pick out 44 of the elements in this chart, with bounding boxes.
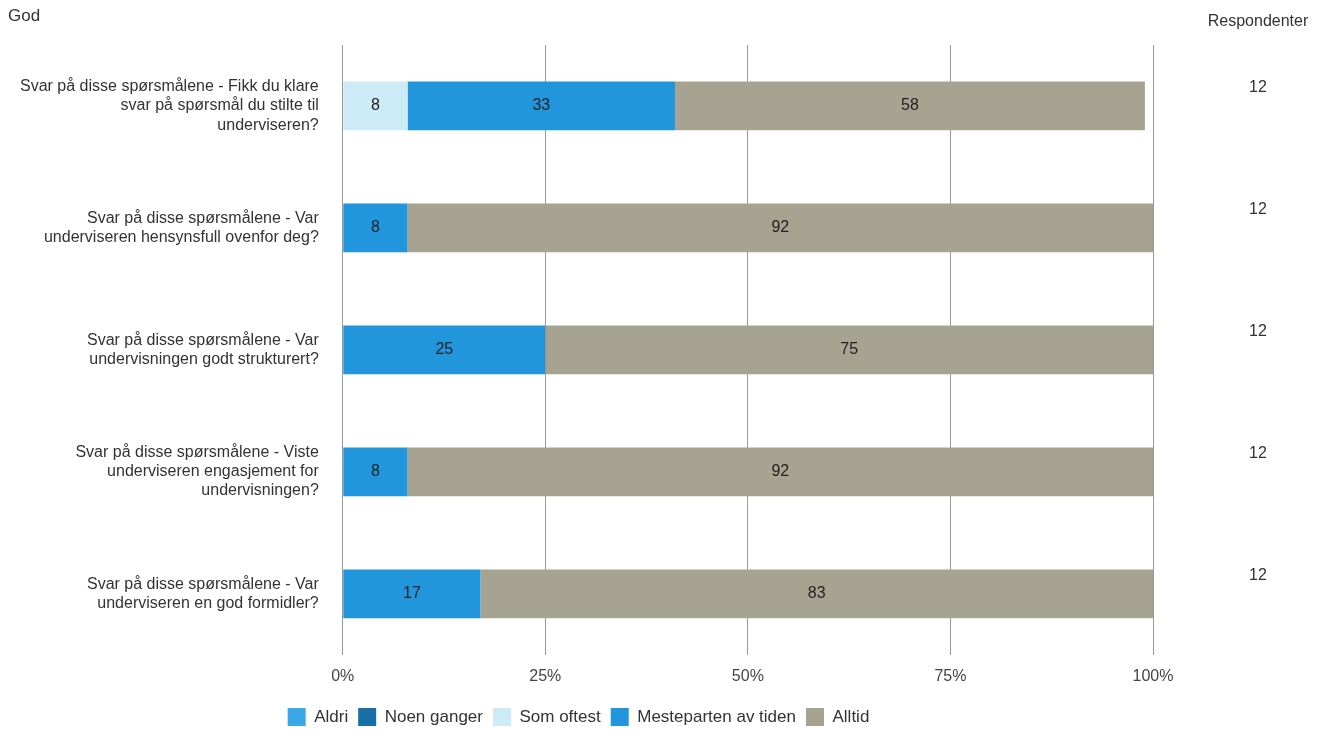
text: 12: [1249, 566, 1267, 584]
data-label: 83: [807, 584, 826, 602]
bar: [343, 569, 481, 619]
y-tick-label: Svar på disse spørsmålene - Viste underviseren engasjement for undervisningen?: [75, 443, 320, 499]
data-label: 8: [370, 218, 380, 236]
data-label: 25: [435, 340, 454, 358]
bar: [407, 203, 1153, 253]
x-tick-label: 50%: [731, 666, 764, 684]
x-tick-label: 25%: [529, 666, 562, 684]
bar: [343, 447, 408, 497]
legend-label: Aldri: [314, 706, 349, 726]
data-label: 8: [370, 462, 380, 480]
y-tick-label: Svar på disse spørsmålene - Var undervisningen godt strukturert?: [86, 330, 320, 367]
text: Respondenter: [1207, 12, 1309, 30]
x-tick-label: 100%: [1132, 666, 1174, 684]
data-label: 75: [840, 340, 859, 358]
data-label: 17: [402, 584, 421, 602]
y-tick-label: Svar på disse spørsmålene - Var underviseren en god formidler?: [86, 574, 320, 611]
bar: [343, 81, 408, 131]
x-tick-label: 75%: [934, 666, 967, 684]
text: God: [8, 6, 41, 26]
legend-label: Som oftest: [519, 706, 601, 726]
legend-label: Mesteparten av tiden: [637, 706, 796, 726]
x-tick-label: 0%: [331, 666, 355, 684]
text: 12: [1249, 322, 1267, 340]
text: 12: [1249, 78, 1267, 96]
legend-label: Alltid: [832, 706, 870, 726]
bar: [407, 81, 675, 131]
data-label: 8: [370, 96, 380, 114]
text: 12: [1249, 444, 1267, 462]
data-label: 92: [771, 462, 790, 480]
bar: [407, 447, 1153, 497]
data-label: 58: [901, 96, 919, 114]
text: 12: [1249, 200, 1267, 218]
y-tick-label: Svar på disse spørsmålene - Var underviseren hensynsfull ovenfor deg?: [43, 208, 320, 245]
data-label: 92: [771, 218, 790, 236]
bar: [343, 203, 408, 253]
data-label: 33: [532, 96, 551, 114]
bar: [480, 569, 1153, 619]
bar: [545, 325, 1153, 375]
legend-label: Noen ganger: [384, 706, 484, 726]
bar: [674, 81, 1145, 131]
y-tick-label: Svar på disse spørsmålene - Fikk du klare svar på spørsmål du stilte til underviseren?: [19, 77, 319, 133]
bar: [343, 325, 546, 375]
